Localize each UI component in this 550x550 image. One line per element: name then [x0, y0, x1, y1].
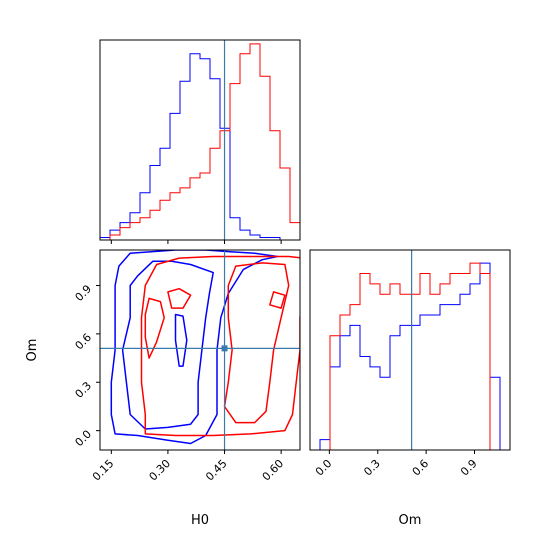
h0-om-contour-panel: 0.15 0.30 0.45 0.60 0.0 0.3 0.6 0.9 H0 Om: [25, 249, 301, 528]
om-x-tick-label: 0.3: [361, 457, 383, 479]
contours: [110, 250, 300, 445]
om-histogram-blue: [310, 262, 510, 451]
truth-marker: [221, 345, 228, 352]
h0-histogram-ticks: [110, 240, 282, 244]
om-y-tick-label: 0.9: [73, 282, 95, 304]
om-axis-label-y: Om: [25, 339, 40, 362]
om-x-tick-label: 0.9: [458, 457, 480, 479]
om-histogram-frame: [309, 249, 511, 451]
om-y-tick-label: 0.6: [73, 331, 95, 353]
contour-blue-island: [174, 313, 188, 367]
contour-red-island-c: [269, 291, 286, 309]
om-x-tick-label: 0.0: [313, 457, 335, 479]
contour-x-ticks: 0.15 0.30 0.45 0.60: [90, 450, 286, 483]
om-histogram-panel: 0.0 0.3 0.6 0.9 Om: [309, 249, 511, 528]
contour-blue-outer: [110, 250, 279, 445]
contour-y-ticks: 0.0 0.3 0.6 0.9: [73, 282, 100, 449]
contour-red-outer: [140, 255, 300, 437]
contour-red-island-b: [167, 287, 192, 309]
h0-histogram-red: [100, 43, 301, 241]
om-axis-label: Om: [399, 513, 422, 528]
h0-tick-label: 0.30: [147, 457, 174, 484]
contour-red-island-a: [144, 297, 165, 359]
h0-tick-label: 0.15: [90, 457, 117, 484]
h0-histogram-panel: [99, 39, 301, 244]
h0-tick-label: 0.45: [203, 457, 230, 484]
om-histogram-red: [310, 262, 510, 451]
h0-histogram-blue: [99, 53, 300, 241]
contour-red-inner: [223, 262, 290, 424]
om-y-tick-label: 0.3: [73, 379, 95, 401]
om-y-tick-label: 0.0: [73, 428, 95, 450]
h0-axis-label: H0: [191, 513, 209, 528]
contour-frame: [99, 249, 301, 451]
om-x-tick-label: 0.6: [410, 457, 432, 479]
contour-blue-inner: [121, 260, 214, 430]
h0-tick-label: 0.60: [260, 457, 287, 484]
h0-histogram-frame: [99, 39, 301, 241]
om-x-ticks: 0.0 0.3 0.6 0.9: [313, 450, 480, 478]
